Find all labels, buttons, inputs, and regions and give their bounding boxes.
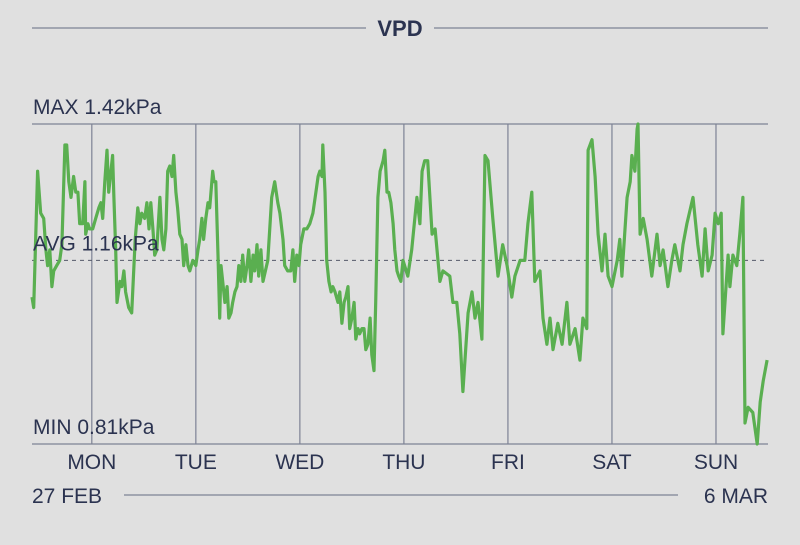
day-label-tue: TUE: [175, 451, 217, 474]
day-label-mon: MON: [67, 451, 116, 474]
avg-label: AVG 1.16kPa: [33, 232, 159, 255]
day-label-wed: WED: [275, 451, 324, 474]
max-label: MAX 1.42kPa: [33, 96, 162, 119]
chart-title: VPD: [377, 16, 422, 41]
min-label: MIN 0.81kPa: [33, 416, 155, 439]
start-date: 27 FEB: [32, 485, 102, 508]
day-grid: [91, 124, 717, 444]
day-label-sat: SAT: [592, 451, 631, 474]
day-label-thu: THU: [382, 451, 425, 474]
day-label-sun: SUN: [694, 451, 738, 474]
vpd-series-line: [30, 122, 769, 446]
day-label-fri: FRI: [491, 451, 525, 474]
end-date: 6 MAR: [704, 485, 768, 508]
day-labels: MON TUE WED THU FRI SAT SUN: [67, 451, 738, 474]
